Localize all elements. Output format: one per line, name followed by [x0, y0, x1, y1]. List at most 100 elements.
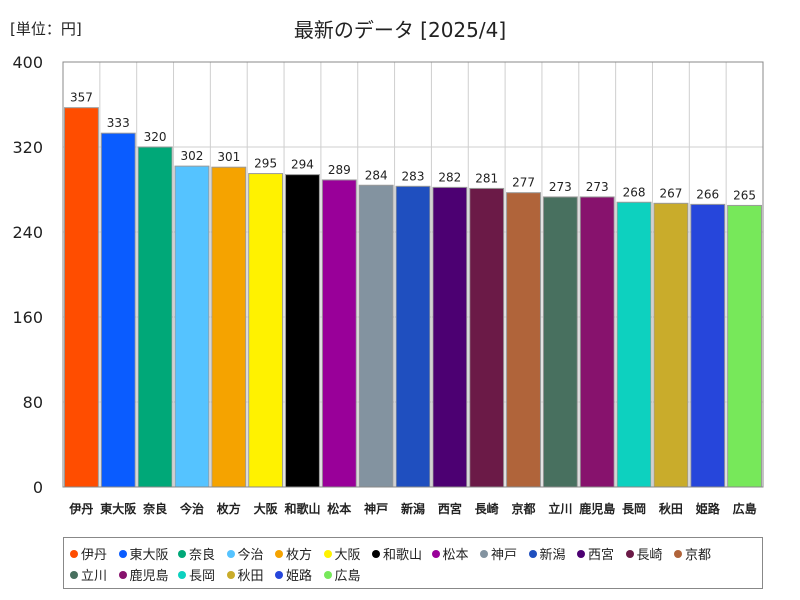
legend-label: 奈良 [189, 548, 216, 563]
bar [358, 184, 394, 488]
bar [506, 192, 541, 488]
legend-swatch [226, 549, 235, 558]
legend-swatch [625, 549, 634, 558]
x-tick-label: 長岡 [622, 501, 646, 516]
bar [395, 185, 431, 488]
legend-item: 伊丹 [70, 544, 107, 563]
bar [579, 196, 615, 488]
legend-swatch [70, 570, 78, 579]
bar [727, 204, 763, 488]
legend-swatch [178, 570, 186, 579]
bar [616, 201, 652, 488]
bar [63, 107, 99, 488]
legend-item: 神戸 [480, 544, 517, 563]
x-tick-label: 奈良 [142, 501, 167, 516]
bar [432, 186, 468, 488]
bar-chart: 0 80 160 240 320 400 357 伊丹 333 東大阪 320 奈良 302 今治 301 枚… [12, 53, 764, 516]
y-tick-label: 160 [12, 308, 43, 327]
legend-label: 伊丹 [81, 548, 108, 563]
y-tick-label: 0 [33, 478, 43, 497]
legend-label: 枚方 [286, 548, 313, 563]
data-label: 268 [623, 185, 646, 199]
data-label: 320 [144, 130, 167, 144]
legend-label: 鹿児島 [129, 569, 169, 584]
data-label: 283 [402, 169, 425, 183]
legend: 伊丹 東大阪 奈良 今治 枚方 大阪 和歌山 松本 神戸 新潟 西宮 長崎 京都 立川 鹿児島 長岡 秋田 姫路 広… [63, 537, 763, 589]
legend-item: 姫路 [275, 565, 312, 584]
y-tick-label: 240 [12, 223, 43, 242]
legend-label: 新潟 [539, 548, 566, 563]
x-tick-label: 鹿児島 [579, 501, 615, 516]
data-label: 282 [438, 170, 461, 184]
legend-label: 長崎 [636, 548, 663, 563]
y-tick-label: 80 [23, 393, 43, 412]
legend-swatch [674, 549, 682, 558]
data-label: 295 [254, 157, 277, 171]
bar [211, 166, 247, 488]
legend-label: 東大阪 [129, 548, 169, 563]
x-tick-label: 広島 [733, 501, 757, 516]
data-label: 277 [512, 176, 535, 190]
x-tick-label: 京都 [512, 501, 536, 516]
legend-item: 立川 [70, 565, 107, 584]
x-tick-label: 枚方 [217, 501, 241, 516]
y-tick-label: 400 [12, 53, 43, 72]
legend-item: 西宮 [577, 544, 614, 563]
legend-item: 京都 [674, 544, 711, 563]
bar [321, 179, 357, 488]
legend-swatch [118, 549, 127, 558]
legend-swatch [118, 570, 127, 579]
data-label: 281 [475, 171, 498, 185]
legend-item: 和歌山 [372, 544, 422, 563]
data-label: 284 [365, 168, 388, 182]
bar [690, 203, 726, 488]
data-label: 273 [586, 180, 609, 194]
x-tick-label: 今治 [179, 501, 204, 516]
data-label: 267 [659, 186, 682, 200]
legend-item: 松本 [431, 544, 469, 563]
data-label: 289 [328, 163, 351, 177]
data-label: 357 [70, 91, 93, 105]
data-label: 294 [291, 158, 314, 172]
bar [469, 187, 505, 488]
legend-swatch [480, 549, 488, 558]
x-tick-label: 伊丹 [68, 501, 93, 516]
legend-label: 京都 [685, 548, 712, 563]
data-label: 265 [733, 188, 756, 202]
y-tick-label: 320 [12, 138, 43, 157]
legend-label: 松本 [442, 548, 469, 563]
x-tick-label: 東大阪 [100, 501, 137, 516]
legend-item: 大阪 [323, 544, 361, 563]
legend-item: 今治 [226, 544, 264, 563]
legend-swatch [275, 570, 283, 579]
legend-label: 神戸 [491, 548, 518, 563]
legend-swatch [226, 570, 235, 579]
x-tick-label: 長崎 [475, 501, 499, 516]
x-tick-label: 姫路 [696, 501, 721, 516]
legend-label: 広島 [334, 569, 361, 584]
data-label: 266 [696, 187, 719, 201]
legend-swatch [178, 549, 186, 558]
legend-label: 秋田 [237, 569, 264, 584]
legend-swatch [323, 570, 332, 579]
bar [174, 165, 210, 488]
data-label: 333 [107, 116, 130, 130]
x-tick-label: 神戸 [364, 501, 388, 516]
data-label: 302 [180, 149, 203, 163]
x-tick-label: 西宮 [438, 501, 462, 516]
legend-item: 枚方 [275, 544, 312, 563]
legend-label: 立川 [81, 569, 108, 584]
unit-label: [単位：円] [10, 20, 82, 38]
legend-label: 姫路 [286, 569, 313, 584]
x-tick-label: 和歌山 [283, 501, 320, 516]
legend-swatch [577, 549, 585, 558]
legend-swatch [275, 549, 283, 558]
bar [248, 173, 284, 488]
legend-item: 奈良 [178, 544, 215, 563]
bar [285, 174, 320, 488]
legend-swatch [372, 549, 380, 558]
bar [542, 196, 578, 488]
x-tick-label: 松本 [327, 501, 351, 516]
bar [100, 132, 136, 488]
legend-item: 鹿児島 [118, 565, 169, 584]
